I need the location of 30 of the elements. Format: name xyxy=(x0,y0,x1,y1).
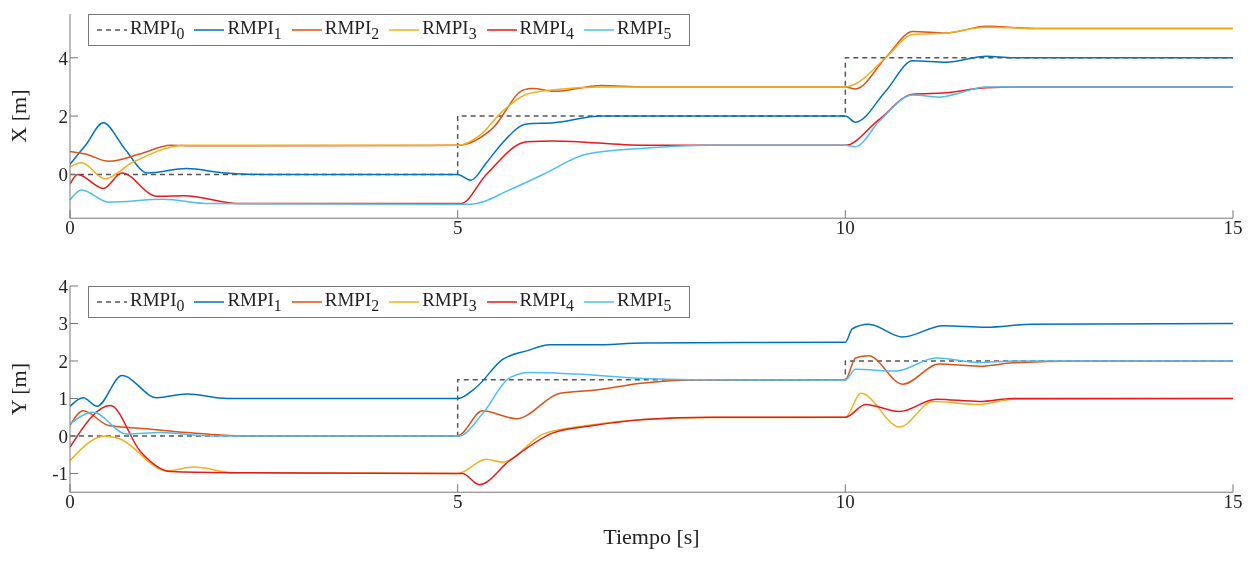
y-tick-label: 3 xyxy=(58,313,68,335)
legend-label: RMPI$_{0}$ xyxy=(130,289,185,315)
legend-label: RMPI$_{3}$ xyxy=(422,289,477,315)
y-tick-label: 2 xyxy=(58,105,68,127)
x-tick-label: 5 xyxy=(452,490,463,512)
x-tick-label: 15 xyxy=(1223,490,1243,512)
legend-label: RMPI$_{3}$ xyxy=(422,17,477,43)
x-tick-label: 5 xyxy=(452,216,463,238)
y-tick-label: 4 xyxy=(58,275,69,297)
legend-label: RMPI$_{0}$ xyxy=(130,17,185,43)
legend-label: RMPI$_{1}$ xyxy=(227,17,282,43)
legend-label: RMPI$_{5}$ xyxy=(616,17,672,43)
x-tick-label: 10 xyxy=(835,216,855,238)
y-tick-label: 0 xyxy=(58,164,68,186)
y-tick-label: 2 xyxy=(58,350,68,372)
legend-label: RMPI$_{5}$ xyxy=(616,289,672,315)
y-tick-label: 1 xyxy=(58,388,68,410)
x-axis-title: Tiempo [s] xyxy=(603,524,700,550)
y-tick-label: -1 xyxy=(52,463,68,485)
y-tick-label: 4 xyxy=(58,47,69,69)
y-tick-label: 0 xyxy=(58,425,68,447)
y-axis-title: Y [m] xyxy=(5,362,31,416)
legend-label: RMPI$_{2}$ xyxy=(324,17,380,43)
y-axis-title: X [m] xyxy=(5,89,31,143)
x-tick-label: 10 xyxy=(835,490,855,512)
x-tick-label: 15 xyxy=(1223,216,1243,238)
legend-label: RMPI$_{2}$ xyxy=(324,289,380,315)
legend-label: RMPI$_{4}$ xyxy=(519,289,574,315)
legend-label: RMPI$_{1}$ xyxy=(227,289,282,315)
legend-label: RMPI$_{4}$ xyxy=(519,17,574,43)
